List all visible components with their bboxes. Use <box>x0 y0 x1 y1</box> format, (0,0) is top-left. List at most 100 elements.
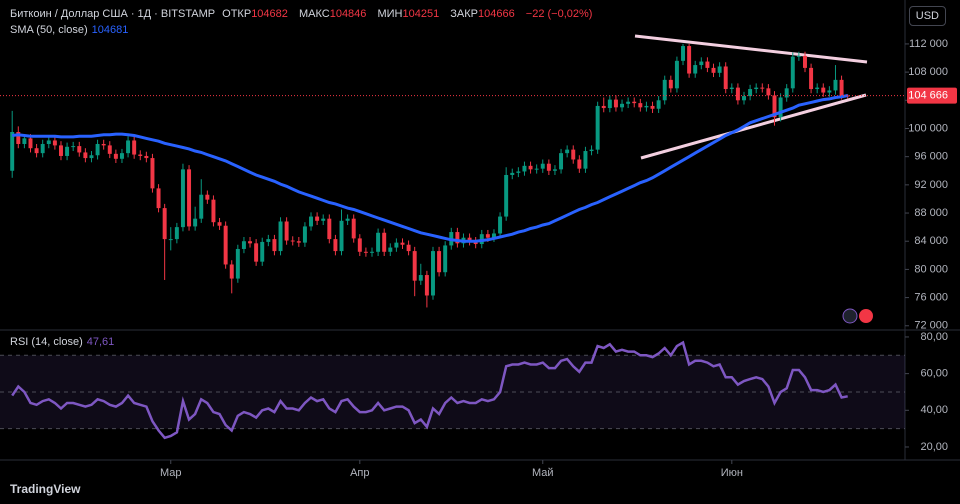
rsi-name: RSI (14, close) <box>10 336 83 348</box>
candle-body <box>180 169 185 228</box>
candle-body <box>534 168 539 170</box>
candle-body <box>59 145 63 156</box>
ohlc-value: 104666 <box>478 8 515 20</box>
candle-body <box>723 66 728 90</box>
rsi-y-tick-label: 40,00 <box>920 404 948 416</box>
sma-legend[interactable]: SMA (50, close) 104681 <box>10 24 132 36</box>
candle-body <box>22 138 27 144</box>
candle-body <box>754 87 759 90</box>
x-tick-label: Мар <box>160 467 182 479</box>
candle-body <box>107 145 112 154</box>
candle-body <box>644 105 649 108</box>
ohlc-value: 104846 <box>329 8 367 20</box>
candle-body <box>546 163 551 171</box>
candle-body <box>370 251 374 253</box>
candle-body <box>431 251 435 296</box>
candle-body <box>351 218 356 239</box>
label: МАКС104846 <box>299 8 370 20</box>
candle-body <box>559 153 564 170</box>
candle-body <box>839 79 844 96</box>
candle-body <box>467 237 472 242</box>
trend-line <box>640 93 867 160</box>
y-tick-label: 112 000 <box>909 38 948 50</box>
candle-body <box>52 140 57 146</box>
rsi-y-tick-label: 20,00 <box>920 441 948 453</box>
candle-body <box>650 105 655 109</box>
candle-body <box>412 251 417 281</box>
candle-body <box>772 95 777 118</box>
ohlc-label: ЗАКР <box>450 8 479 20</box>
icon[interactable] <box>859 309 873 323</box>
candle-body <box>65 146 70 156</box>
candle-body <box>357 238 362 252</box>
candle-body <box>394 242 399 248</box>
candle-body <box>681 46 686 61</box>
symbol-title[interactable]: Биткоин / Доллар США · 1Д · BITSTAMP <box>10 8 216 20</box>
y-tick-label: 80 000 <box>914 263 948 275</box>
candle-body <box>589 149 594 152</box>
candle-body <box>199 194 204 219</box>
candle-body <box>223 225 228 265</box>
candle-body <box>406 244 411 252</box>
icon[interactable] <box>842 308 858 324</box>
candle-body <box>119 153 124 159</box>
candle-body <box>809 67 814 90</box>
indicator-icons[interactable] <box>842 308 873 324</box>
candle-body <box>266 239 271 242</box>
candle-body <box>272 239 277 252</box>
candle-body <box>784 88 789 98</box>
candle-body <box>528 165 533 170</box>
candle-body <box>229 264 234 279</box>
last-price-label: 104 666 <box>908 90 948 102</box>
candle-body <box>302 226 307 243</box>
candle-body <box>290 240 295 242</box>
rsi-legend[interactable]: RSI (14, close) 47,61 <box>10 336 118 348</box>
y-tick-label: 84 000 <box>914 235 948 247</box>
candle-body <box>156 188 161 209</box>
candle-body <box>742 96 746 101</box>
candle-body <box>71 146 76 148</box>
candle-body <box>748 89 753 97</box>
candle-body <box>77 146 82 153</box>
candle-body <box>333 239 338 252</box>
candle-body <box>565 149 570 154</box>
candle-body <box>168 239 173 241</box>
candle-body <box>382 232 387 252</box>
rsi-line <box>11 340 848 440</box>
candle-body <box>674 60 679 89</box>
candle-body <box>418 275 423 281</box>
candles <box>10 43 850 308</box>
candle-body <box>95 143 100 156</box>
candle-body <box>516 171 521 173</box>
candle-body <box>40 143 45 154</box>
trend-line <box>634 34 868 64</box>
x-tick-label: Май <box>532 467 554 479</box>
candle-body <box>656 100 661 109</box>
x-tick-label: Апр <box>350 467 369 479</box>
change: −22 (−0,02%) <box>525 8 593 20</box>
candle-body <box>668 79 673 89</box>
candle-body <box>162 208 167 240</box>
rsi-value: 47,61 <box>86 336 115 348</box>
candle-body <box>552 169 557 171</box>
x-tick-label: Июн <box>721 467 743 479</box>
y-tick-label: 92 000 <box>914 179 948 191</box>
candle-body <box>595 105 600 150</box>
candle-body <box>498 216 503 234</box>
sma-value: 104681 <box>91 24 129 36</box>
candle-body <box>321 218 326 221</box>
candle-body <box>437 251 442 273</box>
candle-body <box>241 241 246 249</box>
last-price-box <box>907 87 957 104</box>
candle-body <box>400 242 405 245</box>
brand-logo[interactable]: TradingView <box>10 482 81 496</box>
candle-body <box>424 275 429 296</box>
label: ЗАКР104666 <box>450 8 518 20</box>
trend-lines <box>634 34 868 160</box>
candle-body <box>83 152 88 159</box>
candle-body <box>540 163 545 169</box>
candle-body <box>790 56 795 89</box>
ohlc-label: МАКС <box>298 8 330 20</box>
currency-button[interactable]: USD <box>908 6 946 26</box>
